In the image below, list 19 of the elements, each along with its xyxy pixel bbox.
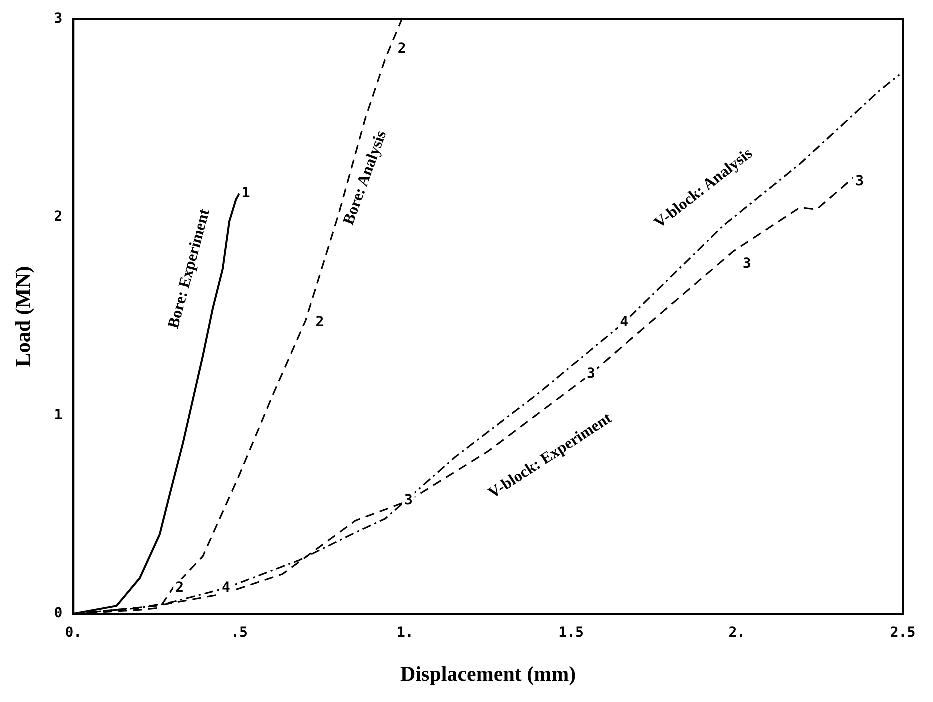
annotation: 4: [620, 314, 629, 330]
x-tick-label: 2.5: [890, 625, 916, 642]
annotation: 3: [856, 173, 864, 190]
y-tick-label: 3: [54, 11, 63, 28]
annotation: 3: [742, 256, 752, 272]
y-tick-label: 2: [54, 209, 63, 226]
y-tick-label: 1: [54, 407, 63, 424]
x-tick-label: 2.: [728, 625, 746, 642]
annotation: 2: [316, 314, 324, 330]
annotation: 2: [398, 40, 406, 57]
x-tick-label: .5: [231, 625, 248, 642]
x-axis-title: Displacement (mm): [400, 662, 576, 686]
y-tick-label: 0: [54, 606, 63, 622]
x-tick-label: 1.5: [558, 625, 584, 642]
y-axis-title: Load (MN): [11, 266, 36, 368]
x-tick-label: 1.: [396, 625, 414, 642]
annotation: 2: [176, 580, 184, 596]
annotation: 1: [242, 185, 250, 202]
x-tick-label: 0.: [65, 625, 82, 642]
